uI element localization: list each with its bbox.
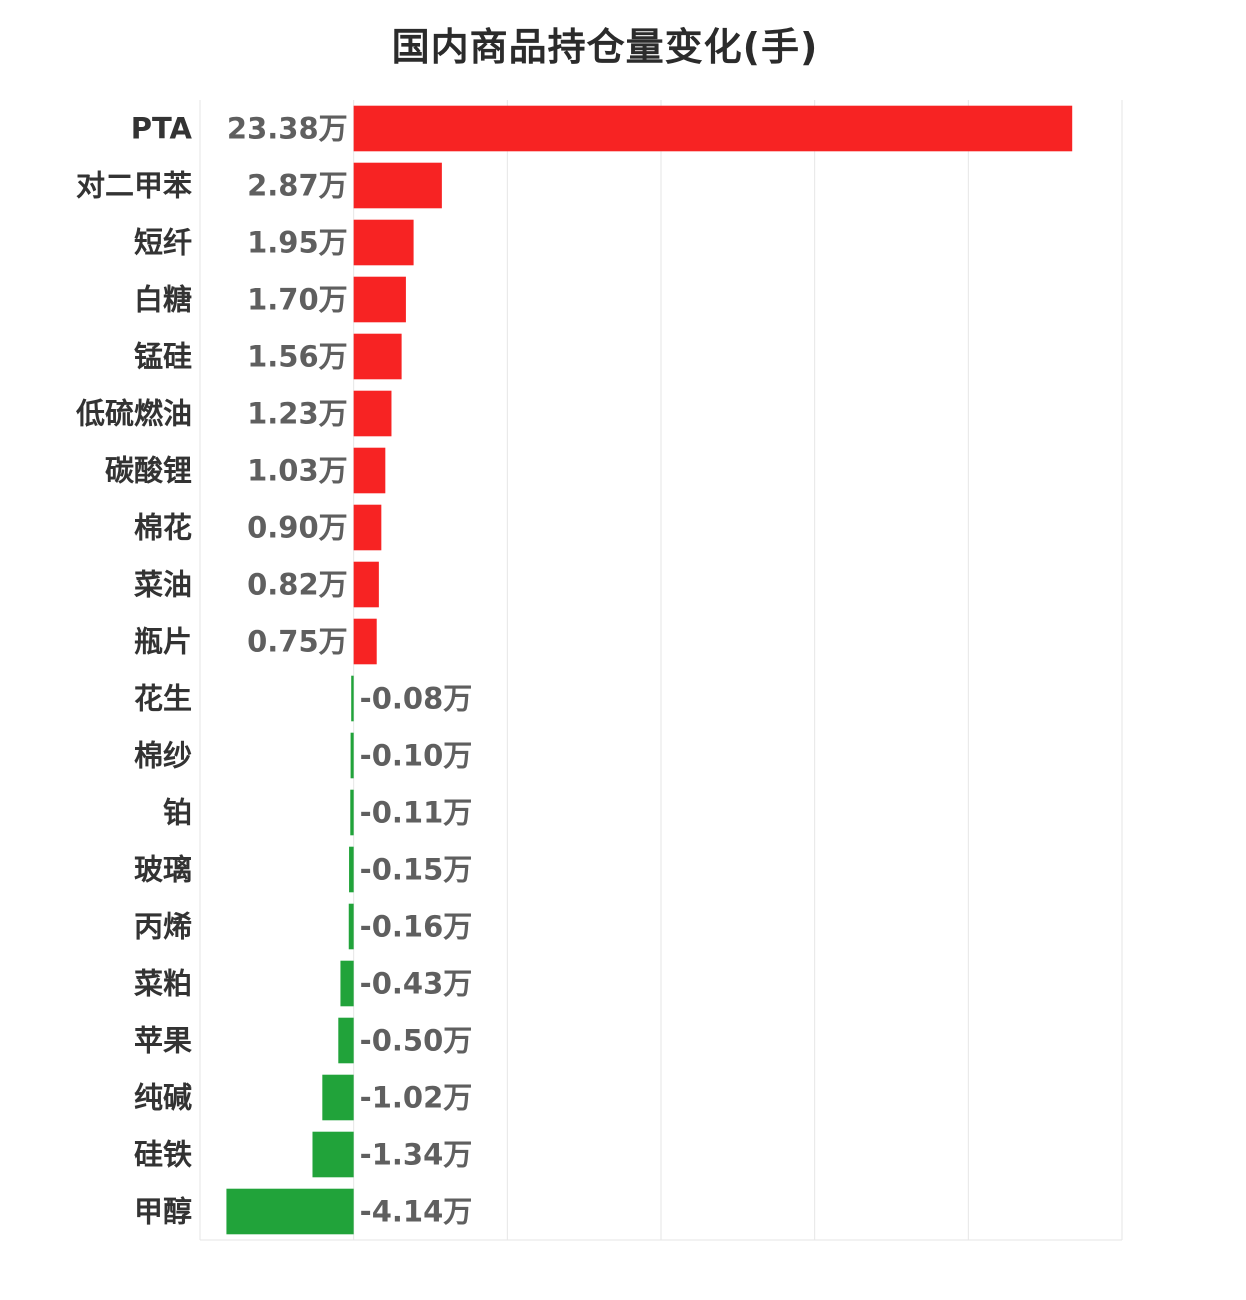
bars <box>226 105 1073 1235</box>
data-label: 1.23万 <box>247 397 348 431</box>
bar <box>350 789 354 836</box>
category-label: 棉花 <box>134 511 192 545</box>
bar <box>350 732 354 779</box>
bar <box>353 276 406 323</box>
data-label: -0.16万 <box>360 910 473 944</box>
category-label: PTA <box>131 112 193 146</box>
category-label: 纯碱 <box>134 1081 192 1115</box>
category-label: 短纤 <box>134 226 192 260</box>
bar <box>349 846 354 893</box>
category-label: 棉纱 <box>134 739 192 773</box>
data-label: -4.14万 <box>360 1195 473 1229</box>
value-labels: 23.38万 2.87万 1.95万 1.70万 1.56万 1.23万 1.03万 0.90… <box>227 112 472 1229</box>
data-label: -0.10万 <box>360 739 473 773</box>
data-label: 0.90万 <box>247 511 348 545</box>
category-label: 丙烯 <box>134 910 192 944</box>
data-label: -0.43万 <box>360 967 473 1001</box>
bar <box>353 219 414 266</box>
data-label: 0.82万 <box>247 568 348 602</box>
category-label: 玻璃 <box>134 853 192 887</box>
data-label: 1.70万 <box>247 283 348 317</box>
data-label: 2.87万 <box>247 169 348 203</box>
data-label: 1.03万 <box>247 454 348 488</box>
bar <box>312 1131 354 1178</box>
bar <box>338 1017 354 1064</box>
category-label: 低硫燃油 <box>75 397 192 431</box>
category-label: 瓶片 <box>134 625 192 659</box>
bar <box>353 390 392 437</box>
category-label: 甲醇 <box>134 1195 192 1229</box>
category-label: 硅铁 <box>134 1138 192 1172</box>
category-label: 花生 <box>134 682 192 716</box>
bar <box>348 903 354 950</box>
chart-title: 国内商品持仓量变化(手) <box>391 25 819 69</box>
data-label: -1.02万 <box>360 1081 473 1115</box>
data-label: -1.34万 <box>360 1138 473 1172</box>
bar <box>226 1188 354 1235</box>
bar <box>353 162 442 209</box>
data-label: -0.50万 <box>360 1024 473 1058</box>
category-label: 碳酸锂 <box>105 454 192 488</box>
bar <box>322 1074 354 1121</box>
data-label: 23.38万 <box>227 112 348 146</box>
data-label: -0.11万 <box>360 796 473 830</box>
bar <box>351 675 354 722</box>
category-label: 菜粕 <box>134 967 192 1001</box>
data-label: -0.15万 <box>360 853 473 887</box>
data-label: -0.08万 <box>360 682 473 716</box>
data-label: 0.75万 <box>247 625 348 659</box>
category-label: 菜油 <box>134 568 192 602</box>
category-label: 锰硅 <box>134 340 192 374</box>
category-label: 对二甲苯 <box>76 169 192 203</box>
bar <box>353 618 377 665</box>
bar <box>353 504 382 551</box>
category-label: 白糖 <box>134 283 192 317</box>
data-label: 1.95万 <box>247 226 348 260</box>
bar <box>353 105 1073 152</box>
bar <box>353 447 386 494</box>
bar <box>353 333 402 380</box>
category-label: 铂 <box>163 796 192 830</box>
data-label: 1.56万 <box>247 340 348 374</box>
grid-lines <box>199 100 1123 1241</box>
bar <box>340 960 354 1007</box>
category-labels: PTA 对二甲苯短纤白糖锰硅低硫燃油碳酸锂棉花菜油瓶片花生棉纱铂玻璃丙烯菜粕苹果纯… <box>75 112 193 1229</box>
category-label: 苹果 <box>134 1024 192 1058</box>
bar <box>353 561 379 608</box>
